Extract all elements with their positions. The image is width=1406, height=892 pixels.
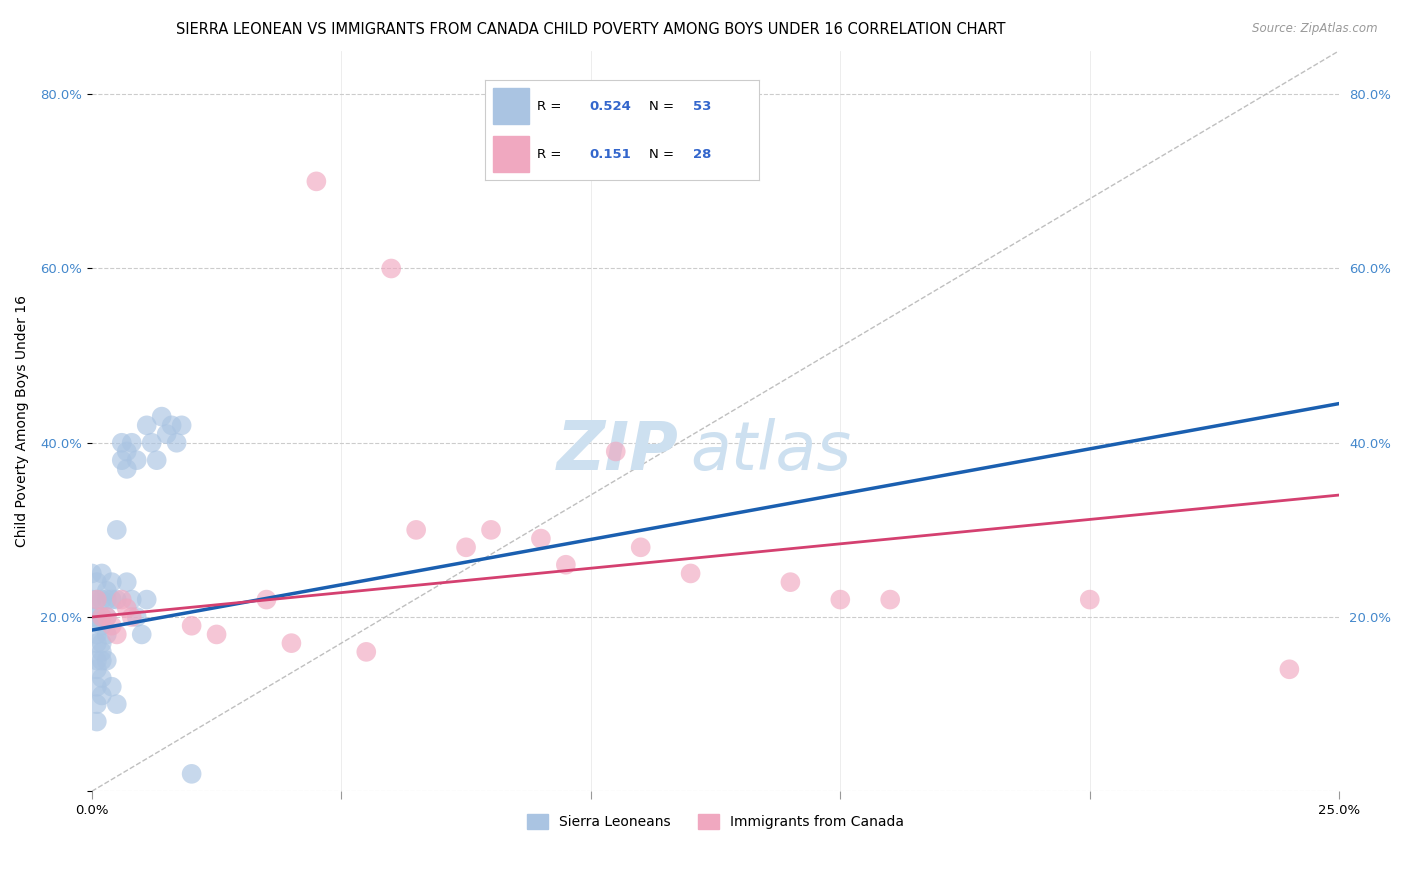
Point — [80, 610, 103, 624]
Text: ZIP: ZIP — [557, 417, 678, 483]
Point — [105, 627, 128, 641]
Point — [125, 453, 148, 467]
Point — [90, 610, 112, 624]
Point — [121, 610, 143, 624]
Point — [101, 592, 124, 607]
Legend: Sierra Leoneans, Immigrants from Canada: Sierra Leoneans, Immigrants from Canada — [520, 807, 911, 836]
Point — [479, 523, 502, 537]
Point — [105, 592, 128, 607]
Point — [86, 654, 108, 668]
Point — [380, 261, 402, 276]
Point — [101, 575, 124, 590]
Point — [101, 618, 124, 632]
Point — [180, 618, 202, 632]
Point — [96, 583, 118, 598]
Point — [630, 541, 652, 555]
Point — [86, 575, 108, 590]
Point — [86, 697, 108, 711]
Point — [111, 592, 134, 607]
Point — [86, 592, 108, 607]
Point — [166, 435, 188, 450]
Point — [105, 523, 128, 537]
Point — [86, 714, 108, 729]
Point — [80, 566, 103, 581]
Point — [96, 610, 118, 624]
Point — [679, 566, 702, 581]
Point — [1278, 662, 1301, 676]
Point — [879, 592, 901, 607]
Point — [305, 174, 328, 188]
Point — [131, 627, 153, 641]
Point — [96, 654, 118, 668]
Point — [205, 627, 228, 641]
Point — [101, 680, 124, 694]
Point — [280, 636, 302, 650]
Point — [115, 462, 138, 476]
Point — [150, 409, 173, 424]
Point — [90, 592, 112, 607]
Point — [86, 636, 108, 650]
Text: atlas: atlas — [690, 417, 852, 483]
Text: SIERRA LEONEAN VS IMMIGRANTS FROM CANADA CHILD POVERTY AMONG BOYS UNDER 16 CORRE: SIERRA LEONEAN VS IMMIGRANTS FROM CANADA… — [176, 22, 1005, 37]
Point — [90, 645, 112, 659]
Point — [111, 453, 134, 467]
Point — [135, 592, 157, 607]
Point — [141, 435, 163, 450]
Point — [830, 592, 852, 607]
Y-axis label: Child Poverty Among Boys Under 16: Child Poverty Among Boys Under 16 — [15, 295, 30, 547]
Point — [90, 566, 112, 581]
Point — [121, 435, 143, 450]
Point — [125, 610, 148, 624]
Point — [111, 435, 134, 450]
Point — [779, 575, 801, 590]
Point — [121, 592, 143, 607]
Point — [86, 680, 108, 694]
Point — [605, 444, 627, 458]
Point — [96, 627, 118, 641]
Point — [86, 662, 108, 676]
Point — [86, 610, 108, 624]
Point — [115, 575, 138, 590]
Point — [405, 523, 427, 537]
Point — [115, 444, 138, 458]
Point — [530, 532, 553, 546]
Point — [96, 592, 118, 607]
Point — [170, 418, 193, 433]
Point — [115, 601, 138, 615]
Point — [86, 627, 108, 641]
Point — [90, 610, 112, 624]
Point — [90, 618, 112, 632]
Point — [180, 767, 202, 781]
Point — [90, 654, 112, 668]
Point — [105, 697, 128, 711]
Point — [356, 645, 378, 659]
Point — [90, 636, 112, 650]
Point — [90, 671, 112, 685]
Point — [160, 418, 183, 433]
Text: Source: ZipAtlas.com: Source: ZipAtlas.com — [1253, 22, 1378, 36]
Point — [454, 541, 477, 555]
Point — [96, 610, 118, 624]
Point — [156, 427, 179, 442]
Point — [80, 592, 103, 607]
Point — [90, 689, 112, 703]
Point — [135, 418, 157, 433]
Point — [256, 592, 278, 607]
Point — [1078, 592, 1101, 607]
Point — [554, 558, 576, 572]
Point — [86, 592, 108, 607]
Point — [145, 453, 167, 467]
